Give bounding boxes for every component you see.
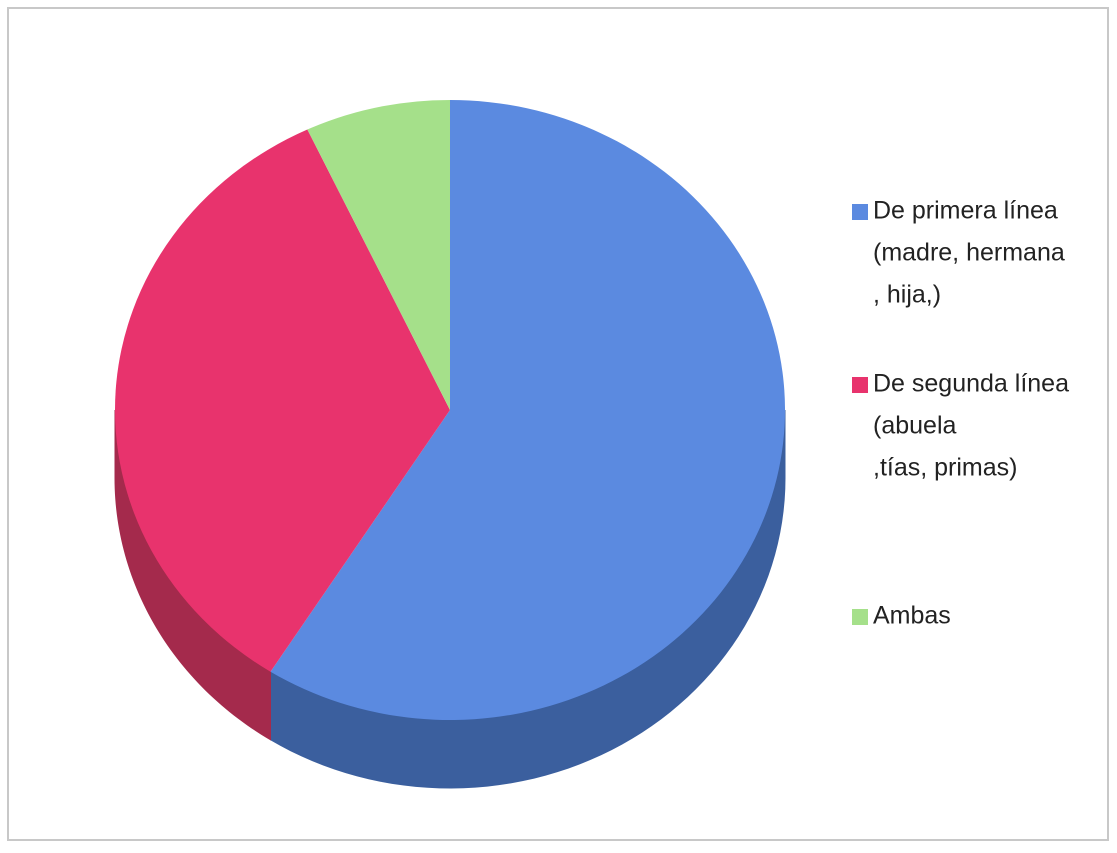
legend-swatch <box>852 377 868 393</box>
legend: De primera línea (madre, hermana , hija,) D… <box>852 197 1069 630</box>
legend-swatch <box>852 204 868 220</box>
pie-slice <box>307 100 450 410</box>
legend-label: De segunda línea <box>873 370 1069 398</box>
legend-label: De primera línea <box>873 197 1058 225</box>
pie-top <box>114 100 785 720</box>
legend-label: (abuela <box>873 412 956 440</box>
pie-slice <box>270 100 785 720</box>
legend-label: , hija,) <box>873 281 941 309</box>
legend-label: ,tías, primas) <box>873 454 1017 482</box>
pie-slice <box>114 129 450 672</box>
legend-label: Ambas <box>873 602 951 630</box>
legend-label: (madre, hermana <box>873 239 1065 267</box>
legend-swatch <box>852 609 868 625</box>
